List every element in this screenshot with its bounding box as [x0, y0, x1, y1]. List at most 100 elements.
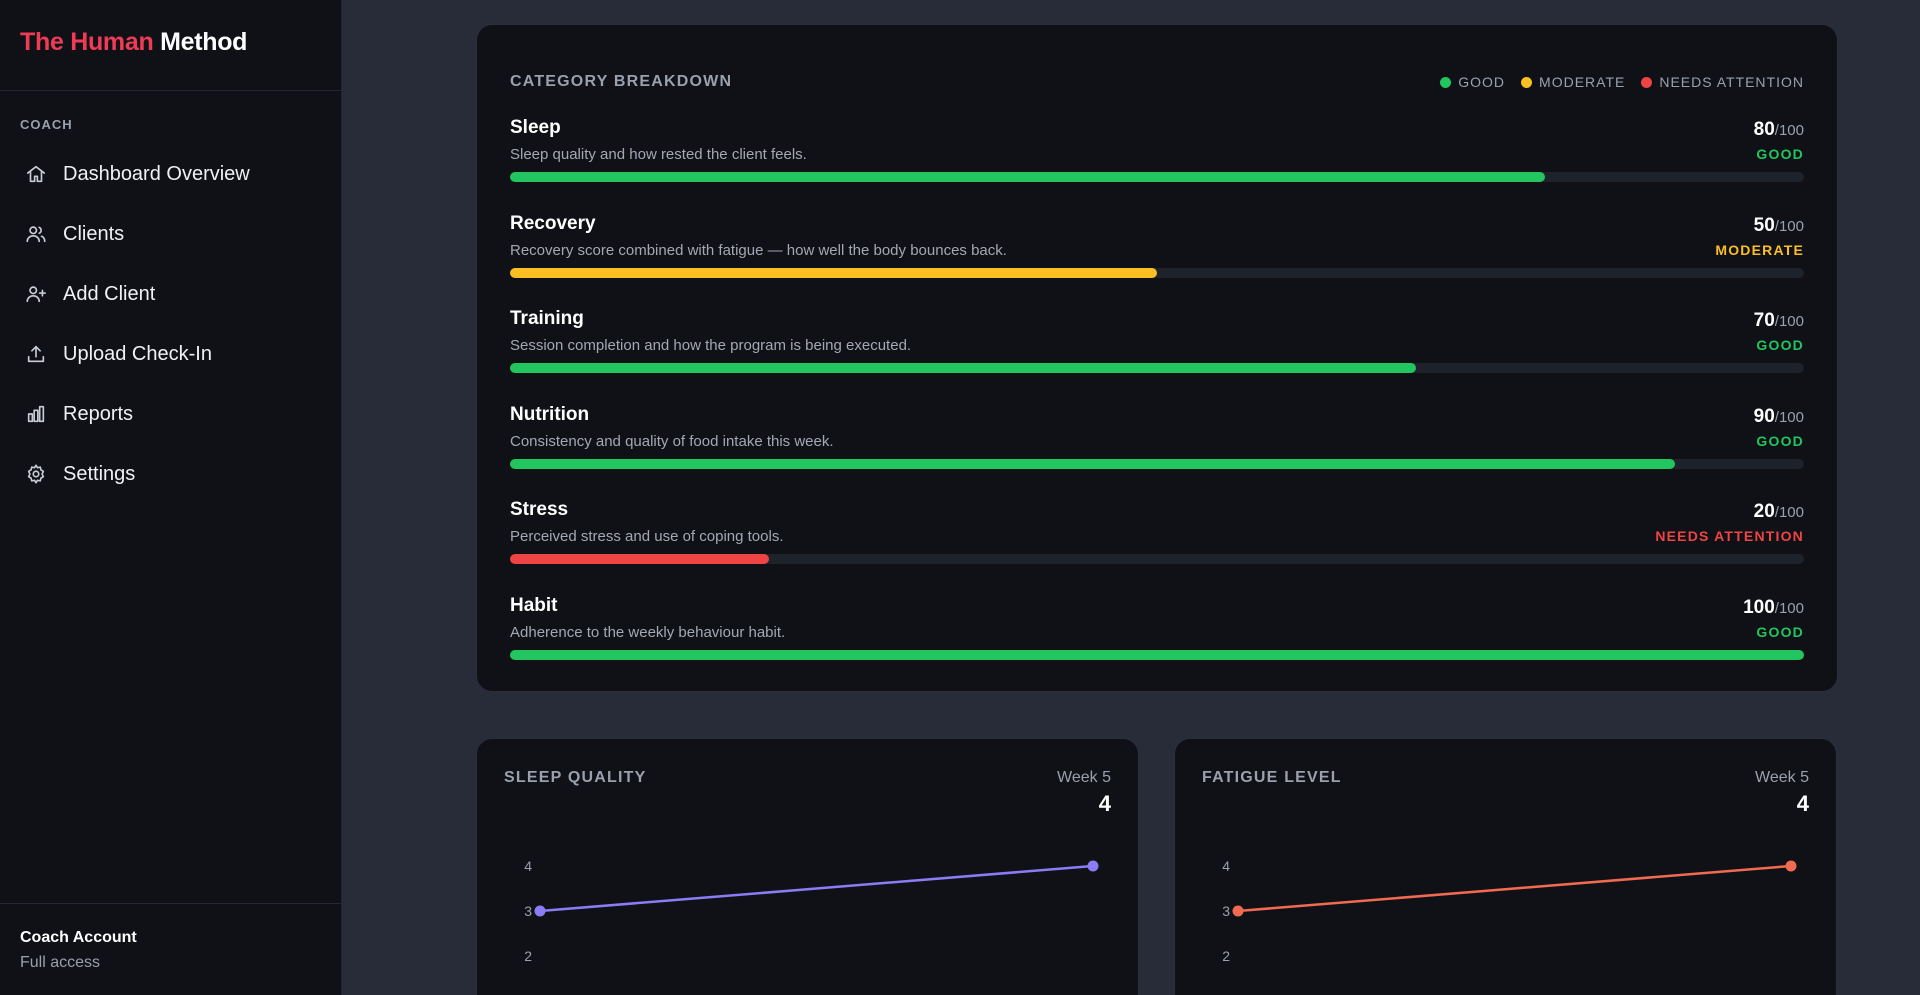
- category-name: Nutrition: [510, 403, 590, 425]
- category-score: 70/100: [1754, 310, 1804, 332]
- score-value: 90: [1753, 405, 1775, 427]
- score-value: 80: [1753, 119, 1775, 140]
- category-row-nutrition: Nutrition Consistency and quality of food…: [510, 404, 1804, 500]
- category-score: 20/100: [1754, 501, 1804, 523]
- upload-icon: [25, 343, 47, 365]
- account-panel[interactable]: Coach Account Full access: [0, 903, 341, 995]
- chart-current-value: 4: [1796, 791, 1809, 816]
- legend-dot-good: [1440, 76, 1452, 88]
- gear-icon: [25, 463, 47, 485]
- y-tick-label: 4: [524, 858, 532, 874]
- category-row-training: Training Session completion and how the p…: [510, 308, 1804, 404]
- y-tick-label: 4: [1222, 858, 1230, 874]
- brand-rest: Method: [160, 28, 248, 56]
- brand-logo[interactable]: The Human Method: [0, 0, 341, 91]
- sidebar-item-label: Reports: [63, 402, 134, 425]
- legend-label: GOOD: [1458, 74, 1506, 90]
- data-point[interactable]: [1232, 905, 1244, 917]
- y-tick-label: 3: [1222, 903, 1230, 919]
- breakdown-header: CATEGORY BREAKDOWN GOOD MODERATE NEEDS A…: [510, 25, 1804, 117]
- category-name: Recovery: [510, 212, 596, 234]
- score-max: /100: [1774, 408, 1804, 426]
- legend-dot-needs-attention: [1641, 76, 1653, 88]
- legend-label: NEEDS ATTENTION: [1659, 74, 1804, 90]
- progress-track: [510, 267, 1804, 278]
- progress-track: [510, 649, 1804, 660]
- progress-track: [510, 458, 1804, 469]
- category-breakdown-card: CATEGORY BREAKDOWN GOOD MODERATE NEEDS A…: [476, 24, 1838, 692]
- series-line: [1237, 864, 1792, 913]
- legend: GOOD MODERATE NEEDS ATTENTION: [1440, 74, 1804, 90]
- legend-label: MODERATE: [1539, 74, 1626, 90]
- data-point[interactable]: [534, 905, 546, 917]
- fatigue-level-line-chart: 4 3 2: [1222, 858, 1797, 964]
- score-value: 70: [1753, 310, 1775, 331]
- score-value: 20: [1753, 501, 1775, 522]
- progress-track: [510, 363, 1804, 373]
- legend-dot-moderate: [1521, 76, 1533, 88]
- status-badge: GOOD: [1756, 146, 1804, 162]
- progress-fill: [510, 554, 769, 564]
- category-name: Training: [510, 308, 584, 329]
- status-badge: GOOD: [1756, 337, 1804, 353]
- chart-current-value: 4: [1098, 791, 1111, 816]
- category-name: Stress: [510, 499, 569, 520]
- category-row-habit: Habit Adherence to the weekly behaviour h…: [510, 595, 1804, 691]
- user-plus-icon: [25, 283, 47, 305]
- sidebar-item-label: Add Client: [63, 282, 156, 305]
- score-value: 100: [1743, 596, 1775, 618]
- chart-title: SLEEP QUALITY: [504, 769, 647, 786]
- progress-track: [510, 554, 1804, 564]
- fatigue-level-card: FATIGUE LEVEL Week 5 4 4 3 2: [1174, 738, 1837, 995]
- chart-week-label: Week 5: [1057, 769, 1111, 786]
- progress-fill: [510, 458, 1675, 469]
- legend-moderate: MODERATE: [1521, 74, 1625, 90]
- account-name: Coach Account: [20, 929, 137, 946]
- y-tick-label: 3: [524, 903, 532, 919]
- data-point[interactable]: [1785, 860, 1797, 872]
- data-point[interactable]: [1087, 860, 1099, 872]
- sidebar-item-label: Dashboard Overview: [63, 162, 250, 185]
- sidebar-item-dashboard-overview[interactable]: Dashboard Overview: [0, 144, 341, 204]
- category-description: Session completion and how the program i…: [510, 337, 912, 354]
- category-description: Consistency and quality of food intake t…: [510, 432, 834, 450]
- sidebar-item-label: Upload Check-In: [63, 342, 212, 365]
- breakdown-title: CATEGORY BREAKDOWN: [510, 73, 733, 90]
- category-score: 90/100: [1754, 406, 1804, 428]
- home-icon: [25, 163, 47, 185]
- category-row-stress: Stress Perceived stress and use of coping…: [510, 499, 1804, 595]
- score-max: /100: [1774, 217, 1804, 235]
- chart-week-label: Week 5: [1755, 769, 1809, 786]
- status-badge: GOOD: [1756, 432, 1804, 449]
- category-score: 100/100: [1743, 597, 1804, 619]
- sidebar-item-label: Clients: [63, 222, 125, 245]
- y-tick-label: 2: [524, 948, 532, 964]
- y-tick-label: 2: [1222, 948, 1230, 964]
- users-icon: [25, 223, 47, 245]
- series-line: [539, 864, 1094, 913]
- category-score: 80/100: [1754, 119, 1804, 141]
- legend-needs-attention: NEEDS ATTENTION: [1641, 74, 1804, 90]
- sidebar-item-settings[interactable]: Settings: [0, 444, 341, 504]
- sleep-quality-line-chart: 4 3 2: [524, 858, 1099, 964]
- score-max: /100: [1774, 122, 1804, 139]
- sidebar-item-clients[interactable]: Clients: [0, 204, 341, 264]
- sidebar: The Human Method COACH Dashboard Overvie…: [0, 0, 342, 995]
- category-description: Sleep quality and how rested the client …: [510, 146, 807, 163]
- score-max: /100: [1774, 599, 1804, 617]
- category-name: Habit: [510, 594, 558, 616]
- category-row-recovery: Recovery Recovery score combined with fat…: [510, 213, 1804, 309]
- status-badge: GOOD: [1756, 623, 1804, 640]
- category-score: 50/100: [1754, 215, 1804, 237]
- account-access: Full access: [20, 954, 101, 971]
- sleep-quality-card: SLEEP QUALITY Week 5 4 4 3 2: [476, 738, 1139, 995]
- sidebar-item-reports[interactable]: Reports: [0, 384, 341, 444]
- nav-section-label: COACH: [20, 117, 73, 132]
- progress-fill: [510, 172, 1546, 182]
- progress-fill: [510, 649, 1804, 660]
- score-max: /100: [1774, 313, 1804, 330]
- progress-track: [510, 172, 1804, 182]
- legend-good: GOOD: [1440, 74, 1505, 90]
- sidebar-item-add-client[interactable]: Add Client: [0, 264, 341, 324]
- sidebar-item-upload-check-in[interactable]: Upload Check-In: [0, 324, 341, 384]
